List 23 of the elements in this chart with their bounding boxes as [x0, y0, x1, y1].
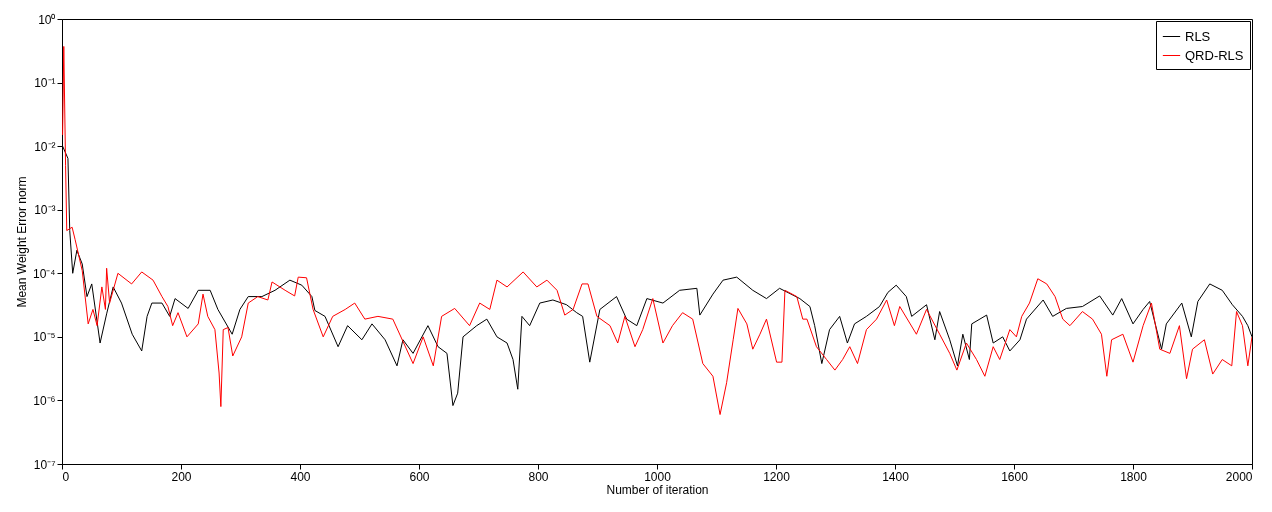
y-tick-label: 10⁻¹	[34, 76, 56, 91]
x-tick-label: 1800	[1120, 469, 1148, 484]
x-tick-label: 1600	[1001, 469, 1029, 484]
x-tick-label: 600	[409, 469, 430, 484]
y-tick-label: 10⁻⁵	[33, 330, 56, 345]
y-tick-label: 10⁻⁶	[33, 393, 56, 408]
y-tick-label: 10⁰	[38, 12, 56, 27]
x-tick-label: 200	[171, 469, 192, 484]
legend-label: QRD-RLS	[1185, 47, 1244, 63]
x-tick-label: 800	[528, 469, 549, 484]
y-tick-label: 10⁻²	[34, 139, 56, 154]
x-tick-label: 1400	[882, 469, 910, 484]
x-axis-title: Number of iteration	[606, 482, 709, 497]
x-tick-label: 2000	[1225, 469, 1253, 484]
y-tick-label: 10⁻⁴	[32, 266, 56, 281]
y-tick-label: 10⁻³	[34, 203, 56, 218]
legend-label: RLS	[1185, 28, 1211, 44]
y-tick-label: 10⁻⁷	[33, 457, 56, 472]
x-tick-label: 400	[290, 469, 311, 484]
x-tick-label: 1000	[644, 469, 672, 484]
x-tick-label: 1200	[763, 469, 791, 484]
x-tick-label: 0	[62, 469, 70, 484]
y-axis-title: Mean Weight Error norm	[15, 176, 29, 308]
